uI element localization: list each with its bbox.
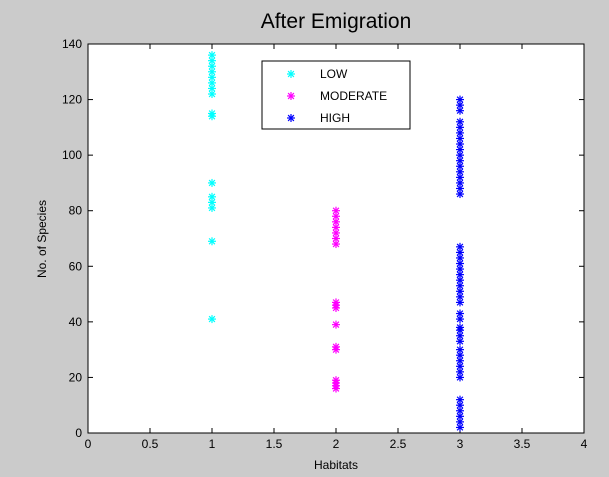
y-tick-label: 60 — [69, 259, 83, 273]
data-point — [208, 78, 216, 87]
y-axis-label: No. of Species — [35, 200, 49, 278]
data-point — [332, 342, 340, 351]
data-point — [456, 309, 464, 318]
y-tick-label: 140 — [62, 37, 82, 51]
data-point — [208, 178, 216, 187]
data-point — [208, 109, 216, 118]
data-point — [208, 315, 216, 324]
data-point — [332, 228, 340, 237]
data-point — [456, 406, 464, 415]
x-tick-label: 0 — [85, 437, 92, 451]
x-axis-label: Habitats — [314, 458, 358, 472]
data-point — [456, 270, 464, 279]
data-point — [208, 203, 216, 212]
legend-marker-moderate — [287, 92, 295, 100]
y-tick-label: 40 — [69, 315, 83, 329]
x-tick-label: 2 — [333, 437, 340, 451]
data-points — [208, 51, 464, 432]
data-point — [208, 51, 216, 60]
y-tick-label: 80 — [69, 204, 83, 218]
legend-marker-low — [287, 70, 295, 78]
data-point — [208, 84, 216, 93]
legend-label: LOW — [320, 67, 348, 81]
data-point — [456, 337, 464, 346]
data-point — [456, 106, 464, 115]
data-point — [456, 95, 464, 104]
legend-box — [261, 60, 411, 130]
data-point — [208, 67, 216, 76]
data-point — [456, 395, 464, 404]
y-tick-label: 120 — [62, 93, 82, 107]
data-point — [456, 173, 464, 182]
data-point — [208, 192, 216, 201]
data-point — [456, 259, 464, 268]
legend-marker-high — [287, 114, 295, 122]
x-tick-label: 1 — [209, 437, 216, 451]
data-point — [456, 117, 464, 126]
series-high — [456, 95, 464, 432]
series-moderate — [332, 206, 340, 393]
data-point — [208, 73, 216, 82]
y-tick-label: 20 — [69, 370, 83, 384]
data-point — [332, 206, 340, 215]
data-point — [456, 287, 464, 296]
data-point — [456, 292, 464, 301]
legend-label: HIGH — [320, 111, 350, 125]
data-point — [456, 242, 464, 251]
chart-title: After Emigration — [261, 10, 412, 33]
data-point — [456, 412, 464, 421]
data-point — [208, 237, 216, 246]
x-tick-label: 0.5 — [142, 437, 159, 451]
legend: LOW MODERATE HIGH — [261, 60, 411, 130]
x-tick-label: 2.5 — [390, 437, 407, 451]
x-tick-label: 3 — [457, 437, 464, 451]
data-point — [332, 298, 340, 307]
legend-label: MODERATE — [320, 89, 387, 103]
data-point — [456, 128, 464, 137]
x-tick-label: 1.5 — [266, 437, 283, 451]
x-tick-label: 3.5 — [514, 437, 531, 451]
data-point — [456, 323, 464, 332]
series-low — [208, 51, 216, 324]
x-tick-label: 4 — [581, 437, 588, 451]
data-point — [332, 376, 340, 385]
y-tick-label: 100 — [62, 148, 82, 162]
y-tick-label: 0 — [75, 426, 82, 440]
data-point — [332, 320, 340, 329]
data-point — [456, 167, 464, 176]
data-point — [332, 223, 340, 232]
data-point — [456, 331, 464, 340]
data-point — [456, 345, 464, 354]
